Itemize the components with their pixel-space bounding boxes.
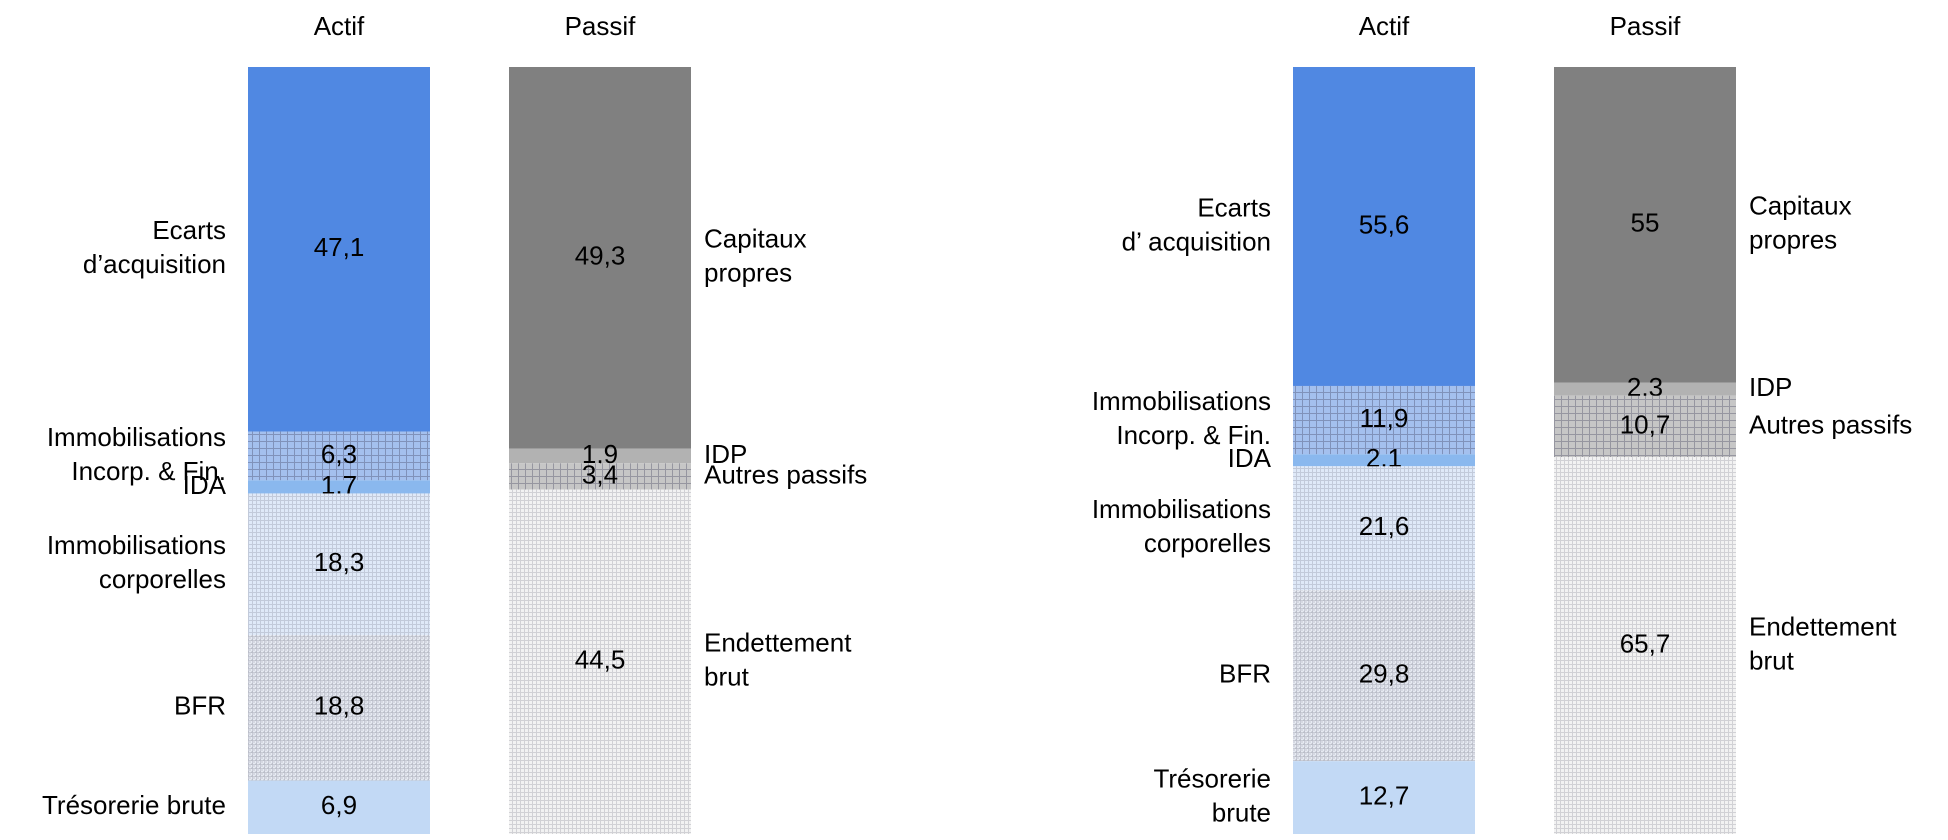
segment-label: Immobilisations [1092,386,1271,416]
segment-label: Capitaux [704,224,807,254]
bar-segment [509,489,691,834]
value-label: 12,7 [1359,780,1410,810]
segment-label: d’ acquisition [1122,226,1271,256]
bar-segment [1293,385,1475,455]
segment-label: brute [1212,797,1271,827]
segment-label: IDA [183,470,227,500]
value-label: 65,7 [1620,628,1671,658]
segment-label: Immobilisations [47,422,226,452]
column-title: Passif [565,11,637,41]
value-label: 3,4 [582,459,618,489]
column-title: Passif [1610,11,1682,41]
segment-label: Trésorerie brute [42,790,226,820]
value-label: 47,1 [314,232,365,262]
column-title: Actif [314,11,365,41]
bar-segment [1554,382,1736,396]
segment-label: corporelles [99,564,226,594]
bar-segment [1293,761,1475,834]
segment-label: Immobilisations [1092,494,1271,524]
bar-segment [1554,67,1736,383]
segment-label: propres [1749,225,1837,255]
bar-segment [248,431,430,481]
segment-label: IDP [1749,372,1792,402]
bar-segment [1293,590,1475,762]
value-label: 6,3 [321,439,357,469]
segment-label: Immobilisations [47,530,226,560]
bar-segment [509,463,691,490]
segment-label: Endettement [1749,611,1897,641]
value-label: 6,9 [321,790,357,820]
value-label: 21,6 [1359,511,1410,541]
segment-label: propres [704,258,792,288]
value-label: 49,3 [575,241,626,271]
column-title: Actif [1359,11,1410,41]
value-label: 11,9 [1360,403,1409,433]
bar-segment [1293,466,1475,591]
value-label: 55 [1631,208,1660,238]
segment-label: Endettement [704,628,852,658]
value-label: 10,7 [1620,409,1671,439]
bar-segment [1554,457,1736,834]
segment-label: Autres passifs [704,459,867,489]
segment-label: Trésorerie [1153,763,1271,793]
segment-label: Autres passifs [1749,409,1912,439]
value-label: 55,6 [1359,209,1410,239]
bar-segment [1554,395,1736,458]
segment-label: IDP [704,439,747,469]
segment-label: brut [704,662,750,692]
segment-label: d’acquisition [83,249,226,279]
bar-segment [509,448,691,464]
bar-segment [248,480,430,494]
bar-segment [1293,67,1475,386]
value-label: 18,3 [314,547,365,577]
segment-label: Ecarts [1197,192,1271,222]
segment-label: IDA [1228,443,1272,473]
value-label: 18,8 [314,691,365,721]
value-label: 44,5 [575,645,626,675]
segment-label: Ecarts [152,215,226,245]
bar-segment [248,67,430,432]
segment-label: Incorp. & Fin. [1116,420,1271,450]
segment-label: BFR [1219,659,1271,689]
value-label: 29,8 [1359,659,1410,689]
segment-label: BFR [174,691,226,721]
bar-segment [248,780,430,834]
segment-label: brut [1749,645,1795,675]
bar-segment [509,67,691,449]
bar-segment [1293,454,1475,467]
bar-segment [248,493,430,636]
bar-segment [248,635,430,781]
segment-label: Capitaux [1749,191,1852,221]
segment-label: corporelles [1144,528,1271,558]
segment-label: Incorp. & Fin. [71,456,226,486]
